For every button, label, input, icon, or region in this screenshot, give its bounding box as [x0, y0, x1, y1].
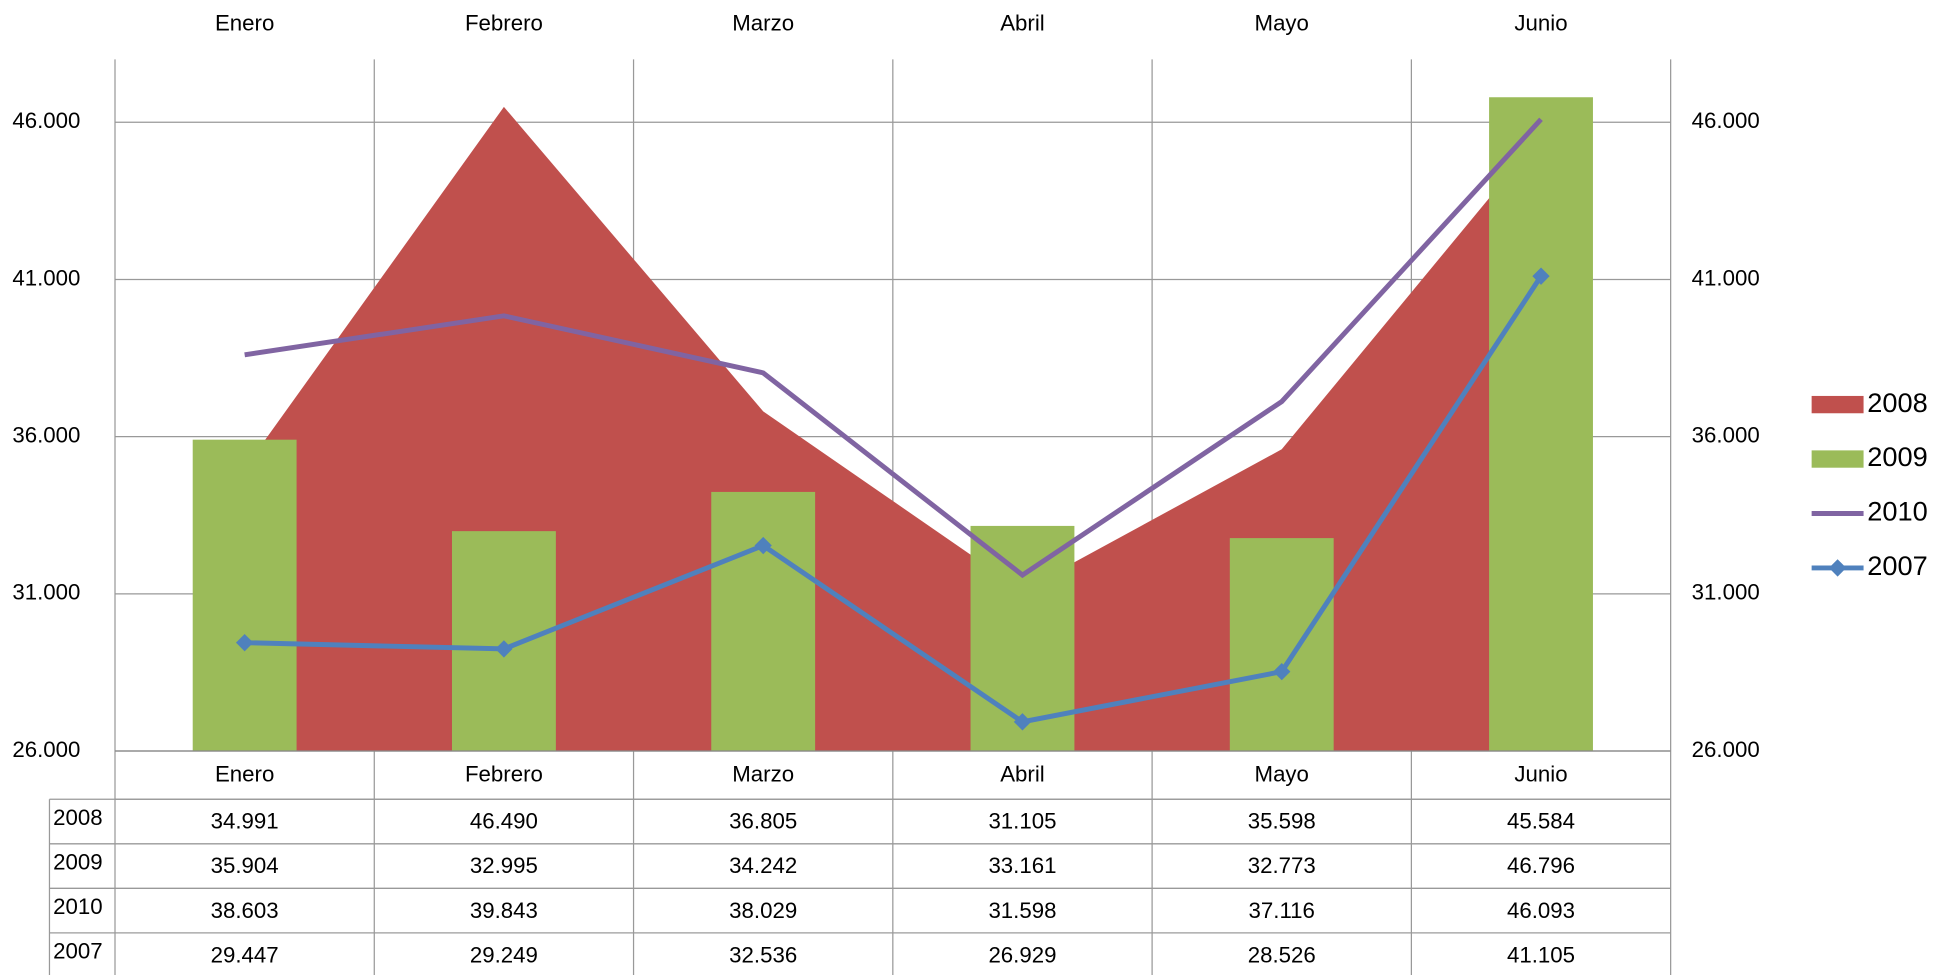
x-tick-label: Marzo — [732, 11, 794, 36]
marker — [1013, 713, 1032, 731]
bar — [192, 439, 297, 752]
y2-tick-label: 26.000 — [1692, 737, 1760, 762]
line — [244, 117, 1543, 579]
table-header: Marzo — [732, 762, 794, 787]
table-header: Junio — [1514, 762, 1567, 787]
table-row-label: 2008 — [53, 805, 102, 830]
table-cell: 34.991 — [211, 809, 279, 834]
marker — [235, 634, 254, 652]
table-cell: 32.536 — [729, 942, 797, 967]
y-tick-label: 41.000 — [12, 265, 80, 290]
x-tick-label: Junio — [1514, 11, 1567, 36]
table-cell: 33.161 — [988, 853, 1056, 878]
line — [244, 274, 1544, 725]
y-tick-label: 46.000 — [12, 108, 80, 133]
legend-label: 2009 — [1867, 441, 1928, 472]
table-cell: 38.029 — [729, 898, 797, 923]
table-row-label: 2010 — [53, 894, 102, 919]
x-tick-label: Enero — [215, 11, 274, 36]
table-header: Mayo — [1255, 762, 1309, 787]
legend-label: 2008 — [1867, 387, 1928, 418]
table-cell: 34.242 — [729, 853, 797, 878]
table-cell: 31.598 — [988, 898, 1056, 923]
y2-tick-label: 41.000 — [1692, 265, 1760, 290]
table-cell: 28.526 — [1248, 942, 1316, 967]
table-cell: 31.105 — [988, 809, 1056, 834]
table-cell: 45.584 — [1507, 809, 1575, 834]
table-cell: 36.805 — [729, 809, 797, 834]
table-cell: 32.773 — [1248, 853, 1316, 878]
table-row-label: 2009 — [53, 850, 102, 875]
y-tick-label: 26.000 — [12, 737, 80, 762]
bar — [711, 491, 816, 752]
marker — [495, 640, 513, 658]
table-cell: 35.904 — [211, 853, 279, 878]
table-cell: 29.249 — [470, 942, 538, 967]
marker — [1273, 662, 1291, 681]
table-cell: 26.929 — [988, 942, 1056, 967]
y2-tick-label: 36.000 — [1692, 423, 1760, 448]
table-header: Enero — [215, 762, 274, 787]
legend-label: 2010 — [1867, 496, 1928, 527]
legend-swatch — [1828, 559, 1847, 577]
table-cell: 46.490 — [470, 809, 538, 834]
table-cell: 35.598 — [1248, 809, 1316, 834]
y2-tick-label: 46.000 — [1692, 108, 1760, 133]
table-header: Febrero — [465, 762, 543, 787]
marker — [1532, 267, 1550, 285]
bar — [1489, 97, 1593, 752]
x-tick-label: Febrero — [465, 11, 543, 36]
y-tick-label: 31.000 — [12, 580, 80, 605]
table-cell: 46.796 — [1507, 853, 1575, 878]
area — [244, 106, 1542, 752]
table-row-label: 2007 — [53, 939, 102, 964]
legend-label: 2007 — [1867, 550, 1928, 581]
x-tick-label: Abril — [1000, 11, 1045, 36]
table-cell: 39.843 — [470, 898, 538, 923]
x-tick-label: Mayo — [1255, 11, 1309, 36]
table-cell: 37.116 — [1249, 898, 1315, 923]
table-cell: 38.603 — [211, 898, 279, 923]
table-cell: 46.093 — [1507, 898, 1575, 923]
table-header: Abril — [1000, 762, 1045, 787]
legend-swatch — [1811, 450, 1864, 468]
table-cell: 32.995 — [470, 853, 538, 878]
bar — [1229, 538, 1334, 752]
table-cell: 41.105 — [1507, 942, 1575, 967]
legend-swatch — [1811, 395, 1864, 414]
y2-tick-label: 31.000 — [1692, 580, 1760, 605]
table-cell: 29.447 — [211, 942, 279, 967]
y-tick-label: 36.000 — [12, 423, 80, 448]
